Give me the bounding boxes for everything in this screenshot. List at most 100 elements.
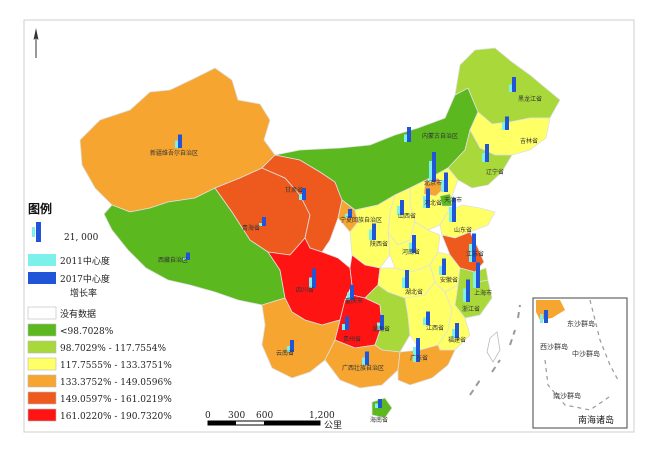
legend-class-swatch-3: [27, 357, 57, 371]
province-label-20: 四川省: [296, 286, 314, 294]
legend-class-label-6: 161.0220% - 190.7320%: [60, 412, 172, 422]
inset-bar-2011: [540, 314, 543, 323]
bar-2017-4: [348, 209, 352, 218]
legend-class-swatch-1: [27, 323, 57, 337]
bar-2011-23: [377, 322, 380, 330]
legend-class-swatch-5: [27, 391, 57, 405]
bar-2017-14: [372, 223, 376, 240]
province-label-3: 甘肃省: [285, 186, 303, 194]
legend-class-label-2: 98.7029% - 117.7554%: [60, 344, 166, 354]
bar-2011-21: [347, 292, 350, 300]
bar-2017-8: [485, 144, 489, 162]
region-guangdong[interactable]: [397, 344, 456, 386]
legend-bar-value: 21, 000: [64, 233, 99, 243]
bar-2011-28: [362, 357, 365, 365]
province-label-6: 黑龙江省: [518, 95, 542, 103]
province-label-10: 天津市: [444, 196, 462, 204]
island-zhongsha: 中沙群岛: [572, 349, 600, 358]
bar-2017-26: [345, 316, 349, 330]
bar-2011-30: [375, 403, 378, 408]
bar-2011-9: [429, 161, 432, 182]
province-label-28: 广西壮族自治区: [342, 364, 384, 372]
bar-2017-6: [512, 77, 516, 92]
bar-2011-24: [423, 317, 426, 325]
province-label-26: 贵州省: [343, 335, 361, 343]
province-label-19: 浙江省: [462, 305, 480, 313]
bar-2017-23: [380, 315, 384, 330]
bar-2017-20: [312, 268, 316, 288]
bar-2017-25: [455, 323, 459, 338]
legend-class-label-5: 149.0597% - 161.0219%: [60, 395, 172, 405]
bar-2011-11: [423, 196, 426, 208]
province-label-5: 内蒙古自治区: [422, 132, 458, 140]
inset-boundary: [544, 299, 619, 411]
province-label-29: 广东省: [410, 354, 428, 362]
province-label-27: 云南省: [276, 349, 294, 357]
province-label-12: 山西省: [398, 212, 416, 220]
province-label-7: 吉林省: [520, 137, 538, 145]
bar-2011-12: [397, 206, 400, 215]
legend-class-swatch-6: [27, 408, 57, 422]
bar-2017-7: [505, 116, 509, 130]
legend-bar-2011: [32, 227, 35, 237]
legend-series-swatch-1: [28, 272, 56, 284]
bar-2011-8: [482, 153, 485, 162]
bar-2017-30: [378, 399, 382, 408]
legend-series-swatch-0: [28, 254, 56, 266]
bar-2017-15: [412, 235, 416, 253]
bar-2011-26: [342, 324, 345, 330]
bar-2011-25: [452, 329, 455, 338]
bar-2017-12: [400, 200, 404, 215]
bar-2017-5: [407, 127, 411, 142]
legend-class-swatch-4: [27, 374, 57, 388]
bar-2017-19: [466, 279, 470, 302]
legend-series-label-1: 2017中心度: [60, 273, 110, 285]
province-label-16: 江苏省: [466, 250, 484, 258]
bar-2011-3: [299, 194, 302, 200]
scale-bar: 0 300 600 1,200 公里: [205, 411, 342, 431]
island-xisha: 西沙群岛: [540, 342, 568, 351]
bar-2011-6: [509, 84, 512, 92]
bar-2017-0: [178, 134, 182, 148]
province-label-18: 上海市: [474, 289, 492, 297]
legend-class-label-1: <98.7028%: [60, 327, 114, 337]
province-label-11: 河北省: [424, 199, 442, 207]
province-label-14: 陕西省: [370, 240, 388, 248]
scale-tick-1200: 1,200: [309, 411, 335, 421]
bar-2011-13: [449, 207, 452, 222]
bar-2011-29: [413, 347, 416, 362]
bar-2011-20: [309, 277, 312, 288]
province-label-8: 辽宁省: [486, 168, 504, 176]
scale-unit: 公里: [324, 420, 342, 431]
legend-class-swatch-0: [27, 306, 57, 320]
bar-2017-3: [302, 188, 306, 200]
legend-class-label-0: 没有数据: [60, 308, 96, 320]
legend-class-label-3: 117.7555% - 133.3751%: [60, 361, 172, 371]
bar-2011-16: [469, 244, 472, 262]
bar-2017-18: [476, 262, 480, 288]
province-label-13: 山东省: [454, 226, 472, 234]
legend-series-label-0: 2011中心度: [60, 255, 110, 267]
bar-2011-2: [259, 223, 262, 226]
bar-2017-21: [350, 285, 354, 300]
bar-2011-0: [175, 140, 178, 148]
bar-2017-28: [365, 351, 369, 365]
bar-2017-10: [444, 172, 448, 192]
bar-2011-19: [463, 288, 466, 302]
province-label-25: 福建省: [448, 336, 466, 344]
bar-2011-15: [409, 242, 412, 253]
legend-series: 2011中心度 2017中心度: [28, 254, 110, 285]
bar-2017-24: [426, 311, 430, 325]
bar-layer: [175, 77, 516, 408]
north-arrow-icon: [33, 28, 39, 58]
south-china-sea-inset: 东沙群岛 西沙群岛 中沙群岛 南沙群岛 南海诸岛: [532, 297, 628, 429]
bar-2011-17: [439, 266, 442, 275]
bar-2017-29: [416, 338, 420, 362]
legend-classes: 没有数据 <98.7028% 98.7029% - 117.7554% 117.755…: [27, 306, 172, 422]
province-label-21: 重庆市: [345, 297, 363, 305]
province-label-9: 北京市: [424, 179, 442, 187]
province-label-1: 西藏自治区: [158, 256, 188, 264]
legend-title: 图例: [28, 201, 52, 216]
